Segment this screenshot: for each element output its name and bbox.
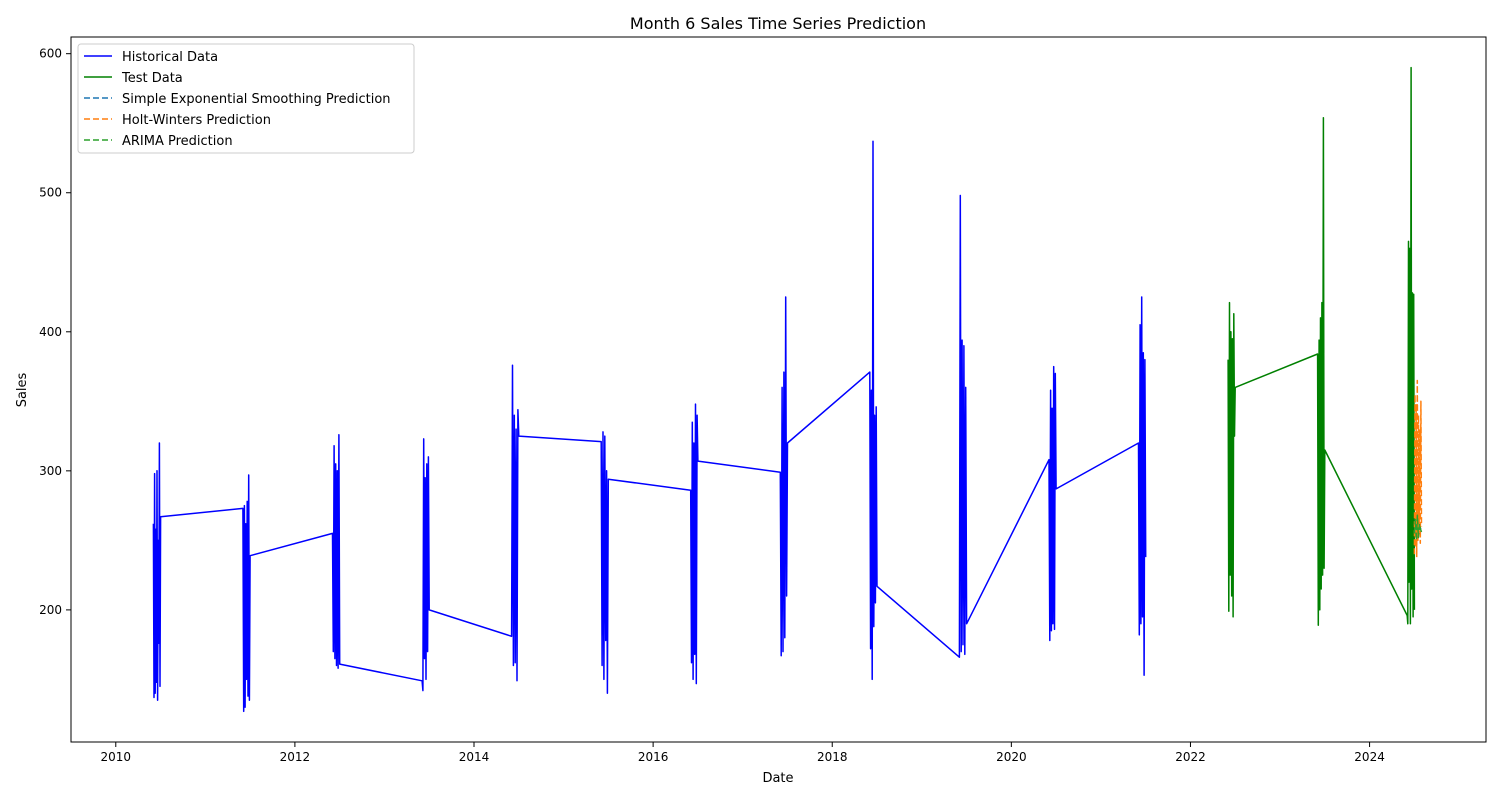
series-line-arima-prediction: [1413, 514, 1423, 542]
legend-box: [77, 43, 415, 154]
x-axis: 2010 2012 2014 2016 2018 2020 2022 2024: [101, 742, 1385, 764]
y-tick-label: 300: [39, 464, 62, 478]
y-axis-label: Sales: [15, 372, 30, 407]
legend-label: ARIMA Prediction: [122, 134, 233, 149]
series-layer: [152, 66, 1423, 713]
legend-label: Holt-Winters Prediction: [122, 113, 271, 128]
plot-frame: [70, 36, 1487, 743]
legend-label: Simple Exponential Smoothing Prediction: [122, 92, 391, 107]
y-tick-label: 200: [39, 603, 62, 617]
series-line-historical-data: [152, 140, 1147, 713]
x-tick-label: 2016: [638, 750, 669, 764]
plot-area: [70, 36, 1487, 743]
x-axis-label: Date: [762, 771, 793, 786]
legend: Historical Data Test Data Simple Exponenti…: [77, 43, 415, 154]
x-tick-label: 2012: [280, 750, 311, 764]
x-tick-label: 2022: [1175, 750, 1206, 764]
y-tick-label: 600: [39, 47, 62, 61]
y-axis: 200 300 400 500 600: [39, 47, 71, 617]
legend-label: Test Data: [121, 71, 183, 86]
x-tick-label: 2018: [817, 750, 848, 764]
x-tick-label: 2020: [996, 750, 1027, 764]
legend-label: Historical Data: [122, 50, 218, 65]
x-tick-label: 2010: [101, 750, 132, 764]
chart-title: Month 6 Sales Time Series Prediction: [630, 14, 926, 33]
x-tick-label: 2014: [459, 750, 490, 764]
series-line-test-data: [1227, 66, 1416, 626]
series-line-holt-winters-prediction: [1413, 379, 1423, 558]
y-tick-label: 500: [39, 186, 62, 200]
y-tick-label: 400: [39, 325, 62, 339]
x-tick-label: 2024: [1354, 750, 1385, 764]
